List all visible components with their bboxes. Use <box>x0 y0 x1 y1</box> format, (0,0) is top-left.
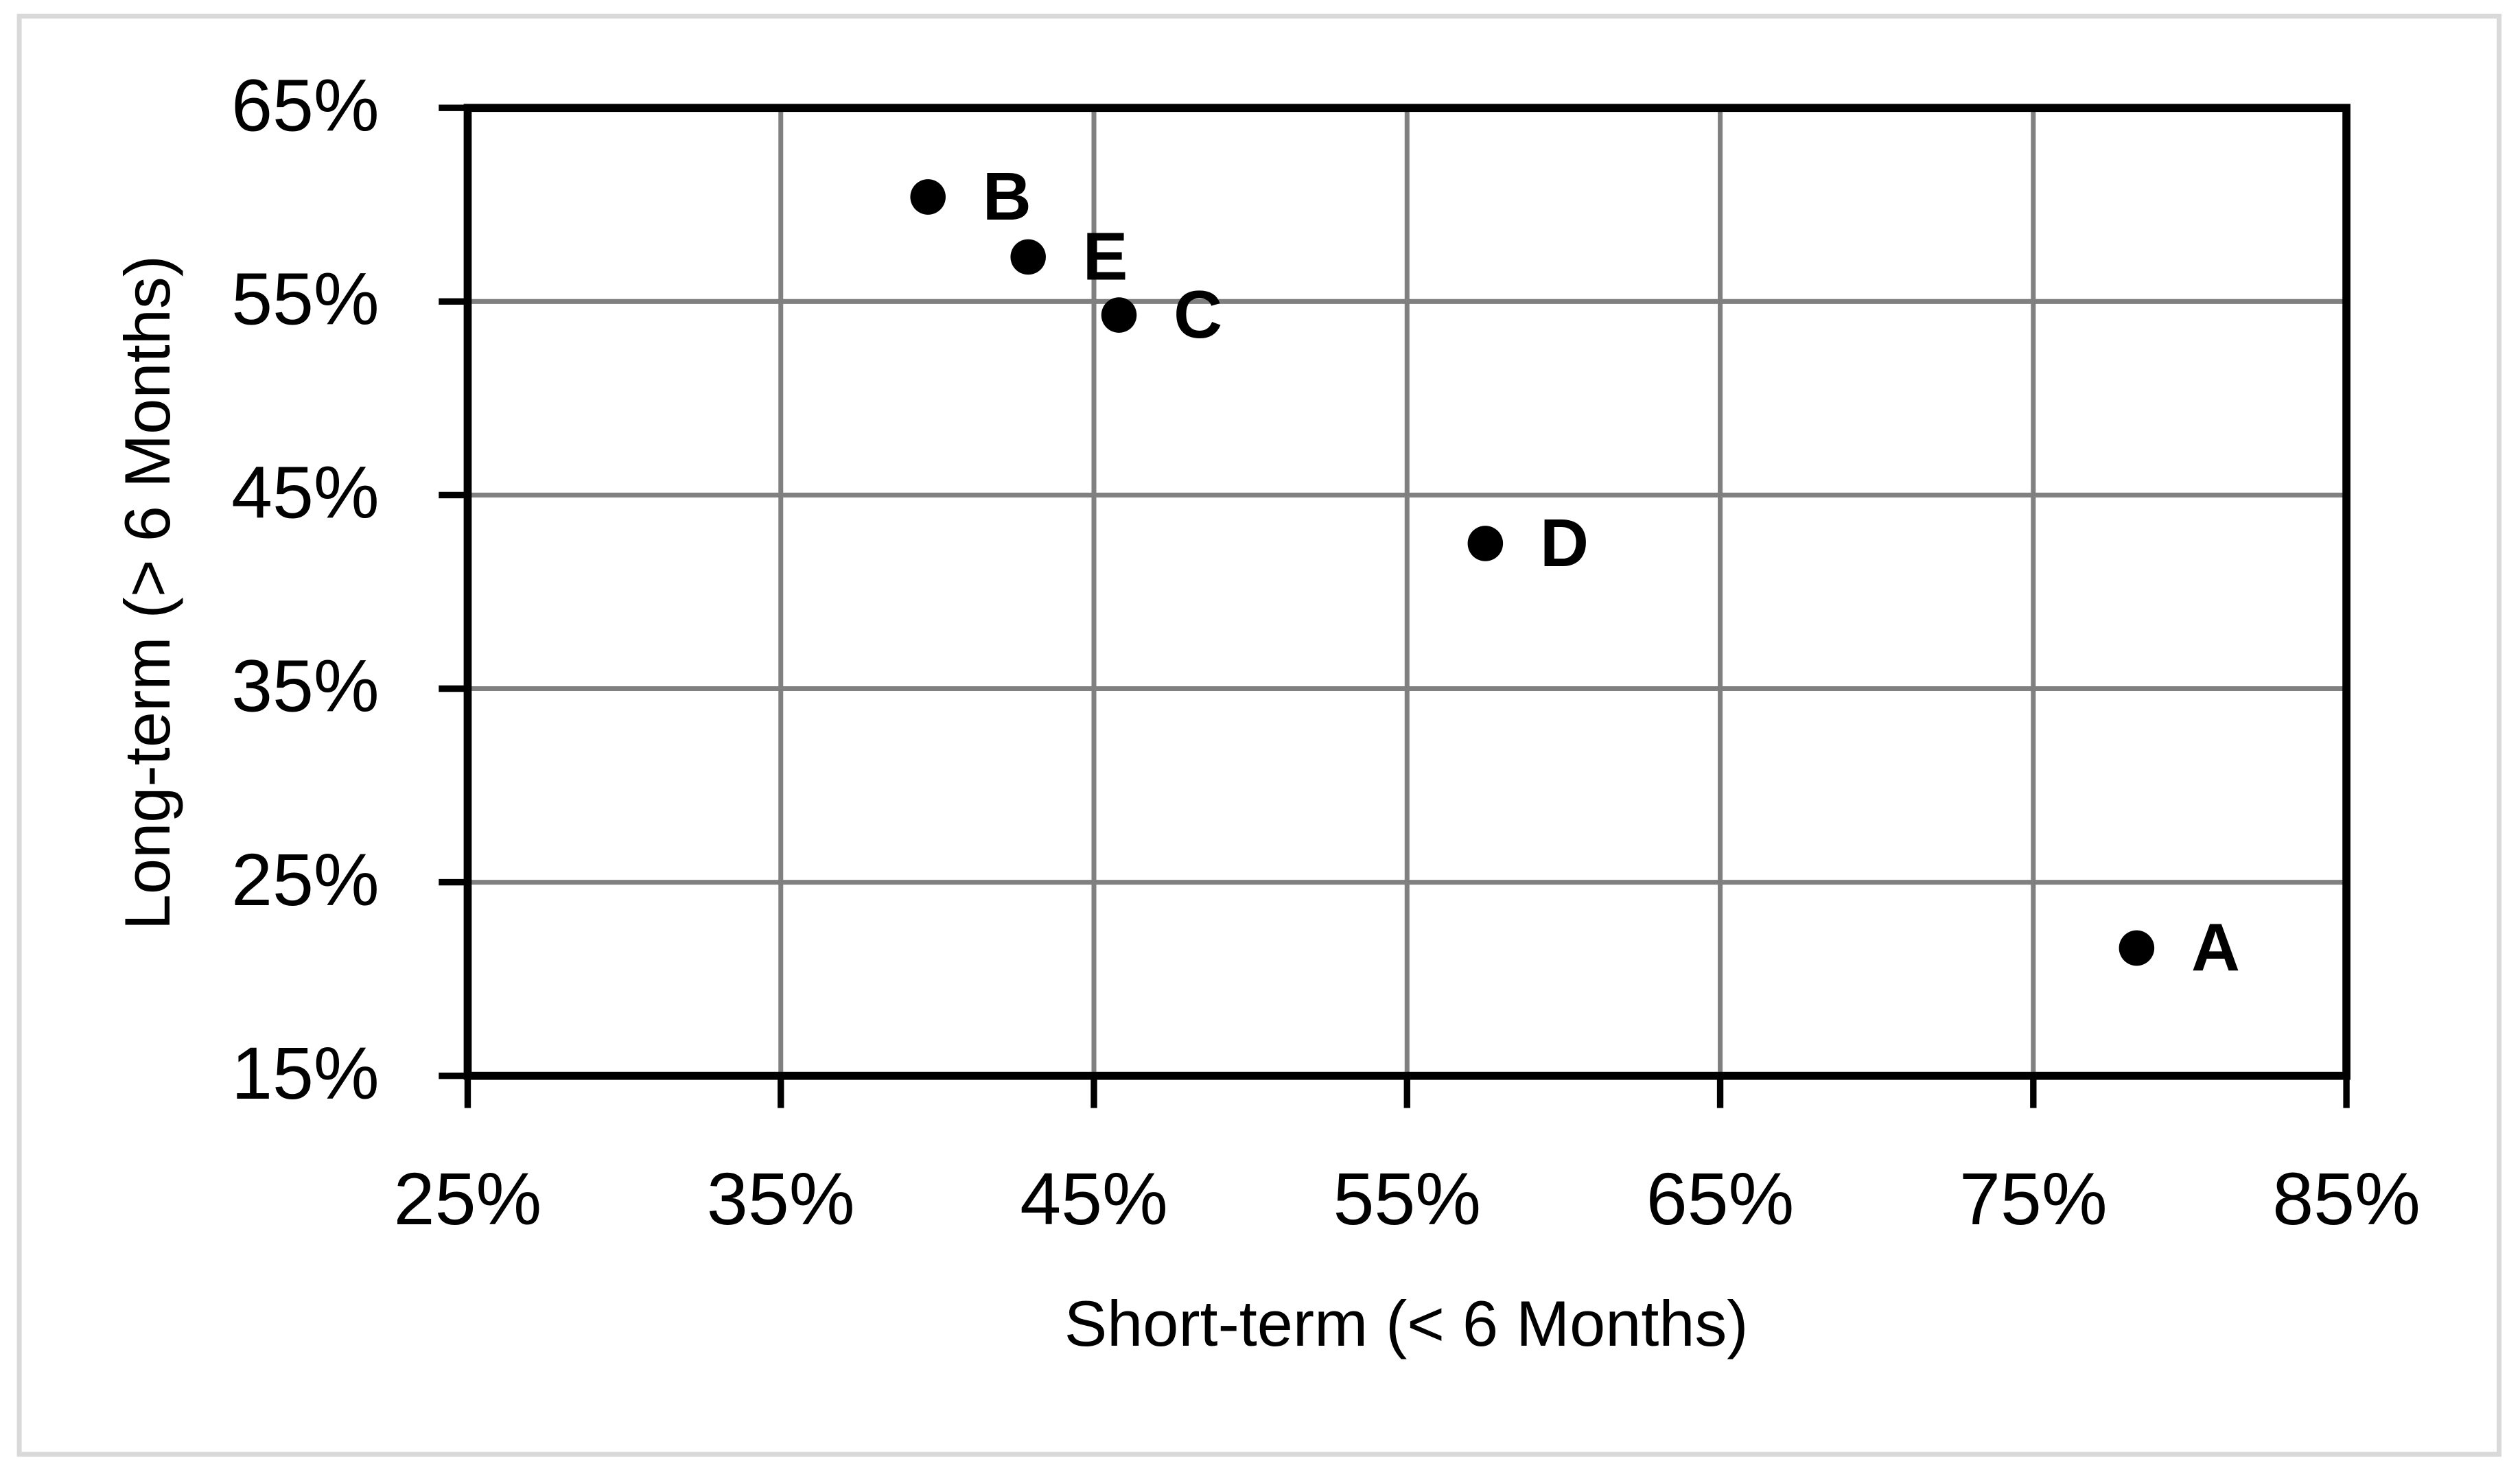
x-axis-title: Short-term (< 6 Months) <box>1064 1287 1749 1359</box>
plot-frame <box>463 104 2350 1080</box>
y-tick-label: 15% <box>231 1031 380 1114</box>
y-tick-label: 65% <box>231 63 380 146</box>
x-tick-label: 75% <box>1959 1157 2108 1240</box>
point <box>1467 526 1504 561</box>
point-label: D <box>1540 505 1589 581</box>
y-tick-label: 45% <box>231 451 380 534</box>
point <box>910 179 946 215</box>
y-tick-label: 55% <box>231 257 380 340</box>
y-tick-label: 25% <box>231 838 380 921</box>
point-label: A <box>2191 909 2240 985</box>
x-tick-label: 45% <box>1020 1157 1168 1240</box>
point-label: C <box>1174 277 1222 352</box>
x-tick-label: 65% <box>1646 1157 1795 1240</box>
point <box>1010 239 1046 275</box>
chart-border <box>16 13 2502 1457</box>
point-label: B <box>983 159 1031 234</box>
point <box>2119 930 2155 966</box>
y-tick-label: 35% <box>231 644 380 727</box>
y-axis-title: Long-term (> 6 Months) <box>111 255 183 930</box>
x-tick-label: 85% <box>2272 1157 2420 1240</box>
x-tick-label: 25% <box>394 1157 542 1240</box>
x-tick-label: 55% <box>1333 1157 1481 1240</box>
point-label: E <box>1083 218 1128 294</box>
x-tick-label: 35% <box>707 1157 855 1240</box>
point <box>1101 297 1137 333</box>
